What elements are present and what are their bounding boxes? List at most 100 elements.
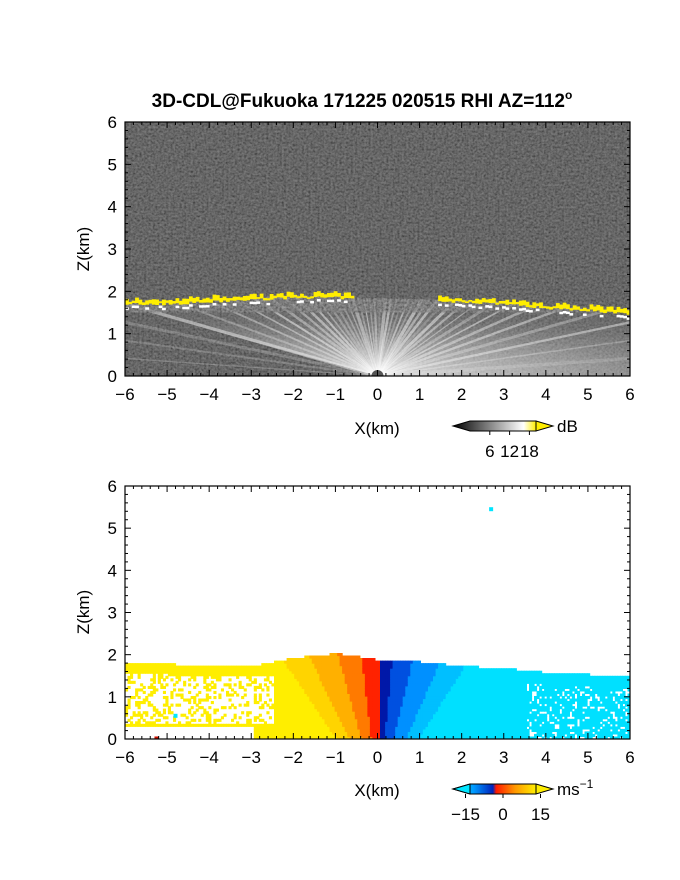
velocity-echo-cell [415,680,419,684]
velocity-echo-cell [460,668,464,672]
velocity-echo-cell [337,713,341,717]
velocity-echo-cell [228,698,232,702]
velocity-echo-cell [506,685,510,689]
velocity-echo-cell [407,723,411,727]
velocity-echo-cell [332,683,336,687]
velocity-echo-cell [359,670,363,674]
velocity-echo-cell [372,688,376,692]
velocity-echo-cell [536,733,540,737]
velocity-echo-cell [584,683,588,687]
velocity-echo-cell [468,690,472,694]
velocity-echo-cell [364,675,368,679]
velocity-echo-cell [289,690,293,694]
snr-layer-cell [269,293,274,300]
velocity-echo-cell [410,721,414,725]
velocity-echo-cell [458,718,462,722]
velocity-echo-cell [397,701,401,705]
velocity-echo-cell [425,685,429,689]
velocity-echo-cell [443,670,447,674]
velocity-echo-cell [352,678,356,682]
velocity-echo-cell [453,675,457,679]
velocity-echo-cell [501,680,505,684]
velocity-echo-cell [473,721,477,725]
velocity-echo-cell [236,668,240,672]
velocity-echo-cell [493,713,497,717]
velocity-echo-cell [539,701,543,705]
velocity-echo-cell [309,678,313,682]
velocity-echo-cell [392,675,396,679]
velocity-echo-cell [614,706,618,710]
velocity-echo-cell [324,698,328,702]
velocity-echo-cell [342,678,346,682]
velocity-echo-cell [147,721,151,725]
velocity-echo-cell [367,663,371,667]
velocity-echo-cell [619,675,623,679]
velocity-echo-cell [584,721,588,725]
velocity-echo-cell [450,733,454,737]
velocity-echo-cell [357,696,361,700]
velocity-echo-cell [604,690,608,694]
velocity-echo-cell [142,670,146,674]
velocity-echo-cell [183,683,187,687]
snr-layer-cell [229,298,234,301]
velocity-echo-cell [375,668,379,672]
velocity-echo-cell [577,703,581,707]
velocity-echo-cell [327,698,331,702]
velocity-echo-cell [498,703,502,707]
velocity-echo-cell [352,680,356,684]
velocity-echo-cell [339,665,343,669]
velocity-echo-cell [170,693,174,697]
velocity-echo-cell [147,685,151,689]
velocity-echo-cell [607,696,611,700]
velocity-echo-cell [569,733,573,737]
velocity-echo-cell [339,726,343,730]
velocity-echo-cell [284,711,288,715]
velocity-echo-cell [518,673,522,677]
velocity-echo-cell [140,683,144,687]
velocity-echo-cell [205,698,209,702]
velocity-echo-cell [321,703,325,707]
velocity-echo-cell [412,678,416,682]
velocity-echo-cell [483,673,487,677]
velocity-echo-cell [422,713,426,717]
velocity-echo-cell [443,713,447,717]
velocity-echo-cell [334,736,338,739]
velocity-echo-cell [433,696,437,700]
velocity-echo-cell [306,660,310,664]
velocity-echo-cell [238,716,242,720]
velocity-echo-cell [367,723,371,727]
velocity-echo-cell [380,721,384,725]
snr-layer-cell [175,298,180,304]
velocity-echo-cell [357,655,361,659]
velocity-echo-cell [395,663,399,667]
velocity-echo-cell [607,680,611,684]
velocity-echo-cell [506,713,510,717]
velocity-echo-cell [258,683,262,687]
velocity-echo-cell [602,696,606,700]
velocity-echo-cell [582,703,586,707]
velocity-echo-cell [468,685,472,689]
velocity-echo-cell [337,728,341,732]
velocity-echo-cell [367,713,371,717]
velocity-echo-cell [316,663,320,667]
velocity-echo-cell [392,685,396,689]
velocity-echo-cell [478,673,482,677]
velocity-echo-cell [306,711,310,715]
velocity-echo-cell [175,723,179,727]
velocity-echo-cell [327,721,331,725]
velocity-echo-cell [478,688,482,692]
velocity-echo-cell [511,728,515,732]
velocity-echo-cell [493,701,497,705]
velocity-echo-cell [617,718,621,722]
snr-layer-halo [626,317,630,320]
velocity-echo-cell [316,698,320,702]
velocity-echo-cell [359,708,363,712]
velocity-echo-cell [582,673,586,677]
velocity-echo-cell [561,713,565,717]
velocity-echo-cell [286,728,290,732]
velocity-echo-cell [443,665,447,669]
velocity-echo-cell [554,698,558,702]
velocity-echo-cell [496,670,500,674]
velocity-echo-cell [440,668,444,672]
velocity-echo-cell [291,713,295,717]
